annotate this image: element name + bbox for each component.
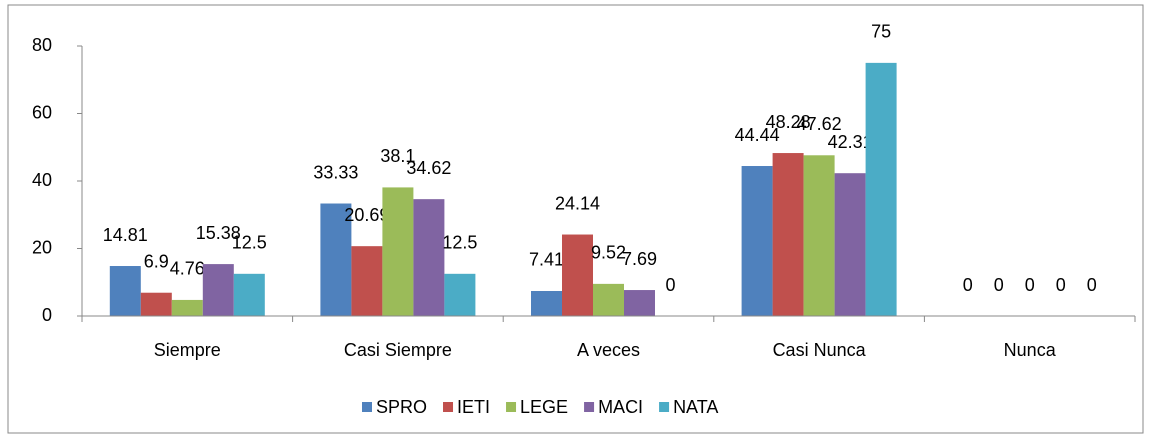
legend-swatch [659, 402, 670, 412]
bar [202, 264, 234, 316]
bar [171, 299, 203, 316]
legend-label: SPRO [376, 397, 427, 417]
data-label: 44.44 [735, 125, 780, 145]
bar [624, 290, 655, 316]
bar [531, 290, 562, 316]
bar [444, 273, 476, 316]
bar [140, 292, 172, 316]
bar [593, 283, 624, 316]
x-tick-label: Casi Nunca [773, 340, 867, 360]
data-label: 12.5 [442, 233, 477, 253]
x-tick-label: Siempre [154, 340, 221, 360]
data-label: 0 [1025, 275, 1035, 295]
legend-swatch [584, 402, 595, 412]
data-label: 4.76 [170, 259, 205, 279]
legend-label: IETI [457, 397, 490, 417]
data-label: 7.41 [529, 250, 564, 270]
y-tick-label: 40 [32, 170, 52, 190]
legend-swatch [506, 402, 517, 412]
x-tick-label: Casi Siempre [344, 340, 452, 360]
y-tick-label: 80 [32, 35, 52, 55]
data-label: 0 [1056, 275, 1066, 295]
x-tick-label: A veces [577, 340, 640, 360]
data-label: 42.31 [828, 132, 873, 152]
bar [320, 203, 352, 316]
data-label: 48.28 [766, 112, 811, 132]
y-tick-label: 0 [42, 305, 52, 325]
bar [741, 166, 773, 316]
data-label: 34.62 [406, 158, 451, 178]
bar [562, 234, 593, 316]
chart-frame [7, 4, 1144, 434]
legend-label: NATA [673, 397, 718, 417]
bar [772, 153, 804, 316]
data-label: 0 [963, 275, 973, 295]
data-label: 47.62 [797, 114, 842, 134]
data-label: 0 [665, 275, 675, 295]
bar [865, 62, 897, 316]
y-tick-label: 60 [32, 102, 52, 122]
bar [382, 187, 414, 316]
x-tick-label: Nunca [1004, 340, 1057, 360]
bar [109, 266, 141, 316]
data-label: 14.81 [103, 225, 148, 245]
data-label: 0 [1087, 275, 1097, 295]
data-label: 7.69 [622, 249, 657, 269]
bar [803, 155, 835, 316]
data-label: 20.69 [344, 205, 389, 225]
legend-swatch [362, 402, 372, 412]
bar [413, 199, 445, 316]
data-label: 0 [994, 275, 1004, 295]
data-label: 24.14 [555, 193, 600, 213]
legend-swatch [443, 402, 454, 412]
legend-label: MACI [598, 397, 643, 417]
y-tick-label: 20 [32, 237, 52, 257]
bar [233, 273, 265, 316]
data-label: 12.5 [232, 233, 267, 253]
bar [834, 173, 866, 316]
data-label: 75 [871, 22, 891, 42]
data-label: 33.33 [313, 162, 358, 182]
bar [351, 246, 383, 316]
data-label: 15.38 [196, 223, 241, 243]
data-label: 38.1 [380, 146, 415, 166]
legend-label: LEGE [520, 397, 568, 417]
data-label: 9.52 [591, 243, 626, 263]
data-label: 6.9 [144, 251, 169, 271]
